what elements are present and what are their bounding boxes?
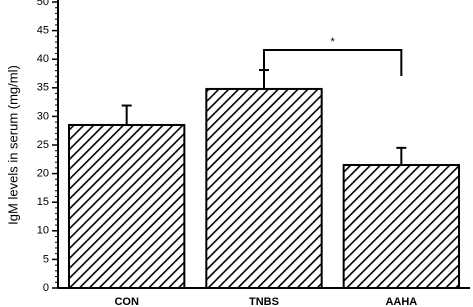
y-tick-label: 40: [37, 53, 49, 65]
bar: [205, 87, 323, 289]
y-axis-label: IgM levels in serum (mg/ml): [5, 65, 20, 225]
y-tick-label: 20: [37, 168, 49, 180]
y-tick-label: 10: [37, 225, 49, 237]
x-tick-label: TNBS: [249, 296, 279, 307]
x-tick-label: CON: [114, 296, 139, 307]
y-tick-label: 50: [37, 0, 49, 8]
y-tick-label: 30: [37, 110, 49, 122]
y-tick-label: 0: [43, 282, 49, 294]
bar: [342, 164, 461, 290]
y-tick-label: 35: [37, 82, 49, 94]
y-tick-label: 5: [43, 253, 49, 265]
y-tick-label: 15: [37, 196, 49, 208]
significance-label: *: [331, 36, 336, 48]
x-tick-label: AAHA: [385, 296, 417, 307]
bar: [67, 123, 186, 290]
significance-bracket: [263, 49, 403, 76]
y-tick-label: 45: [37, 25, 49, 37]
y-tick-label: 25: [37, 139, 49, 151]
